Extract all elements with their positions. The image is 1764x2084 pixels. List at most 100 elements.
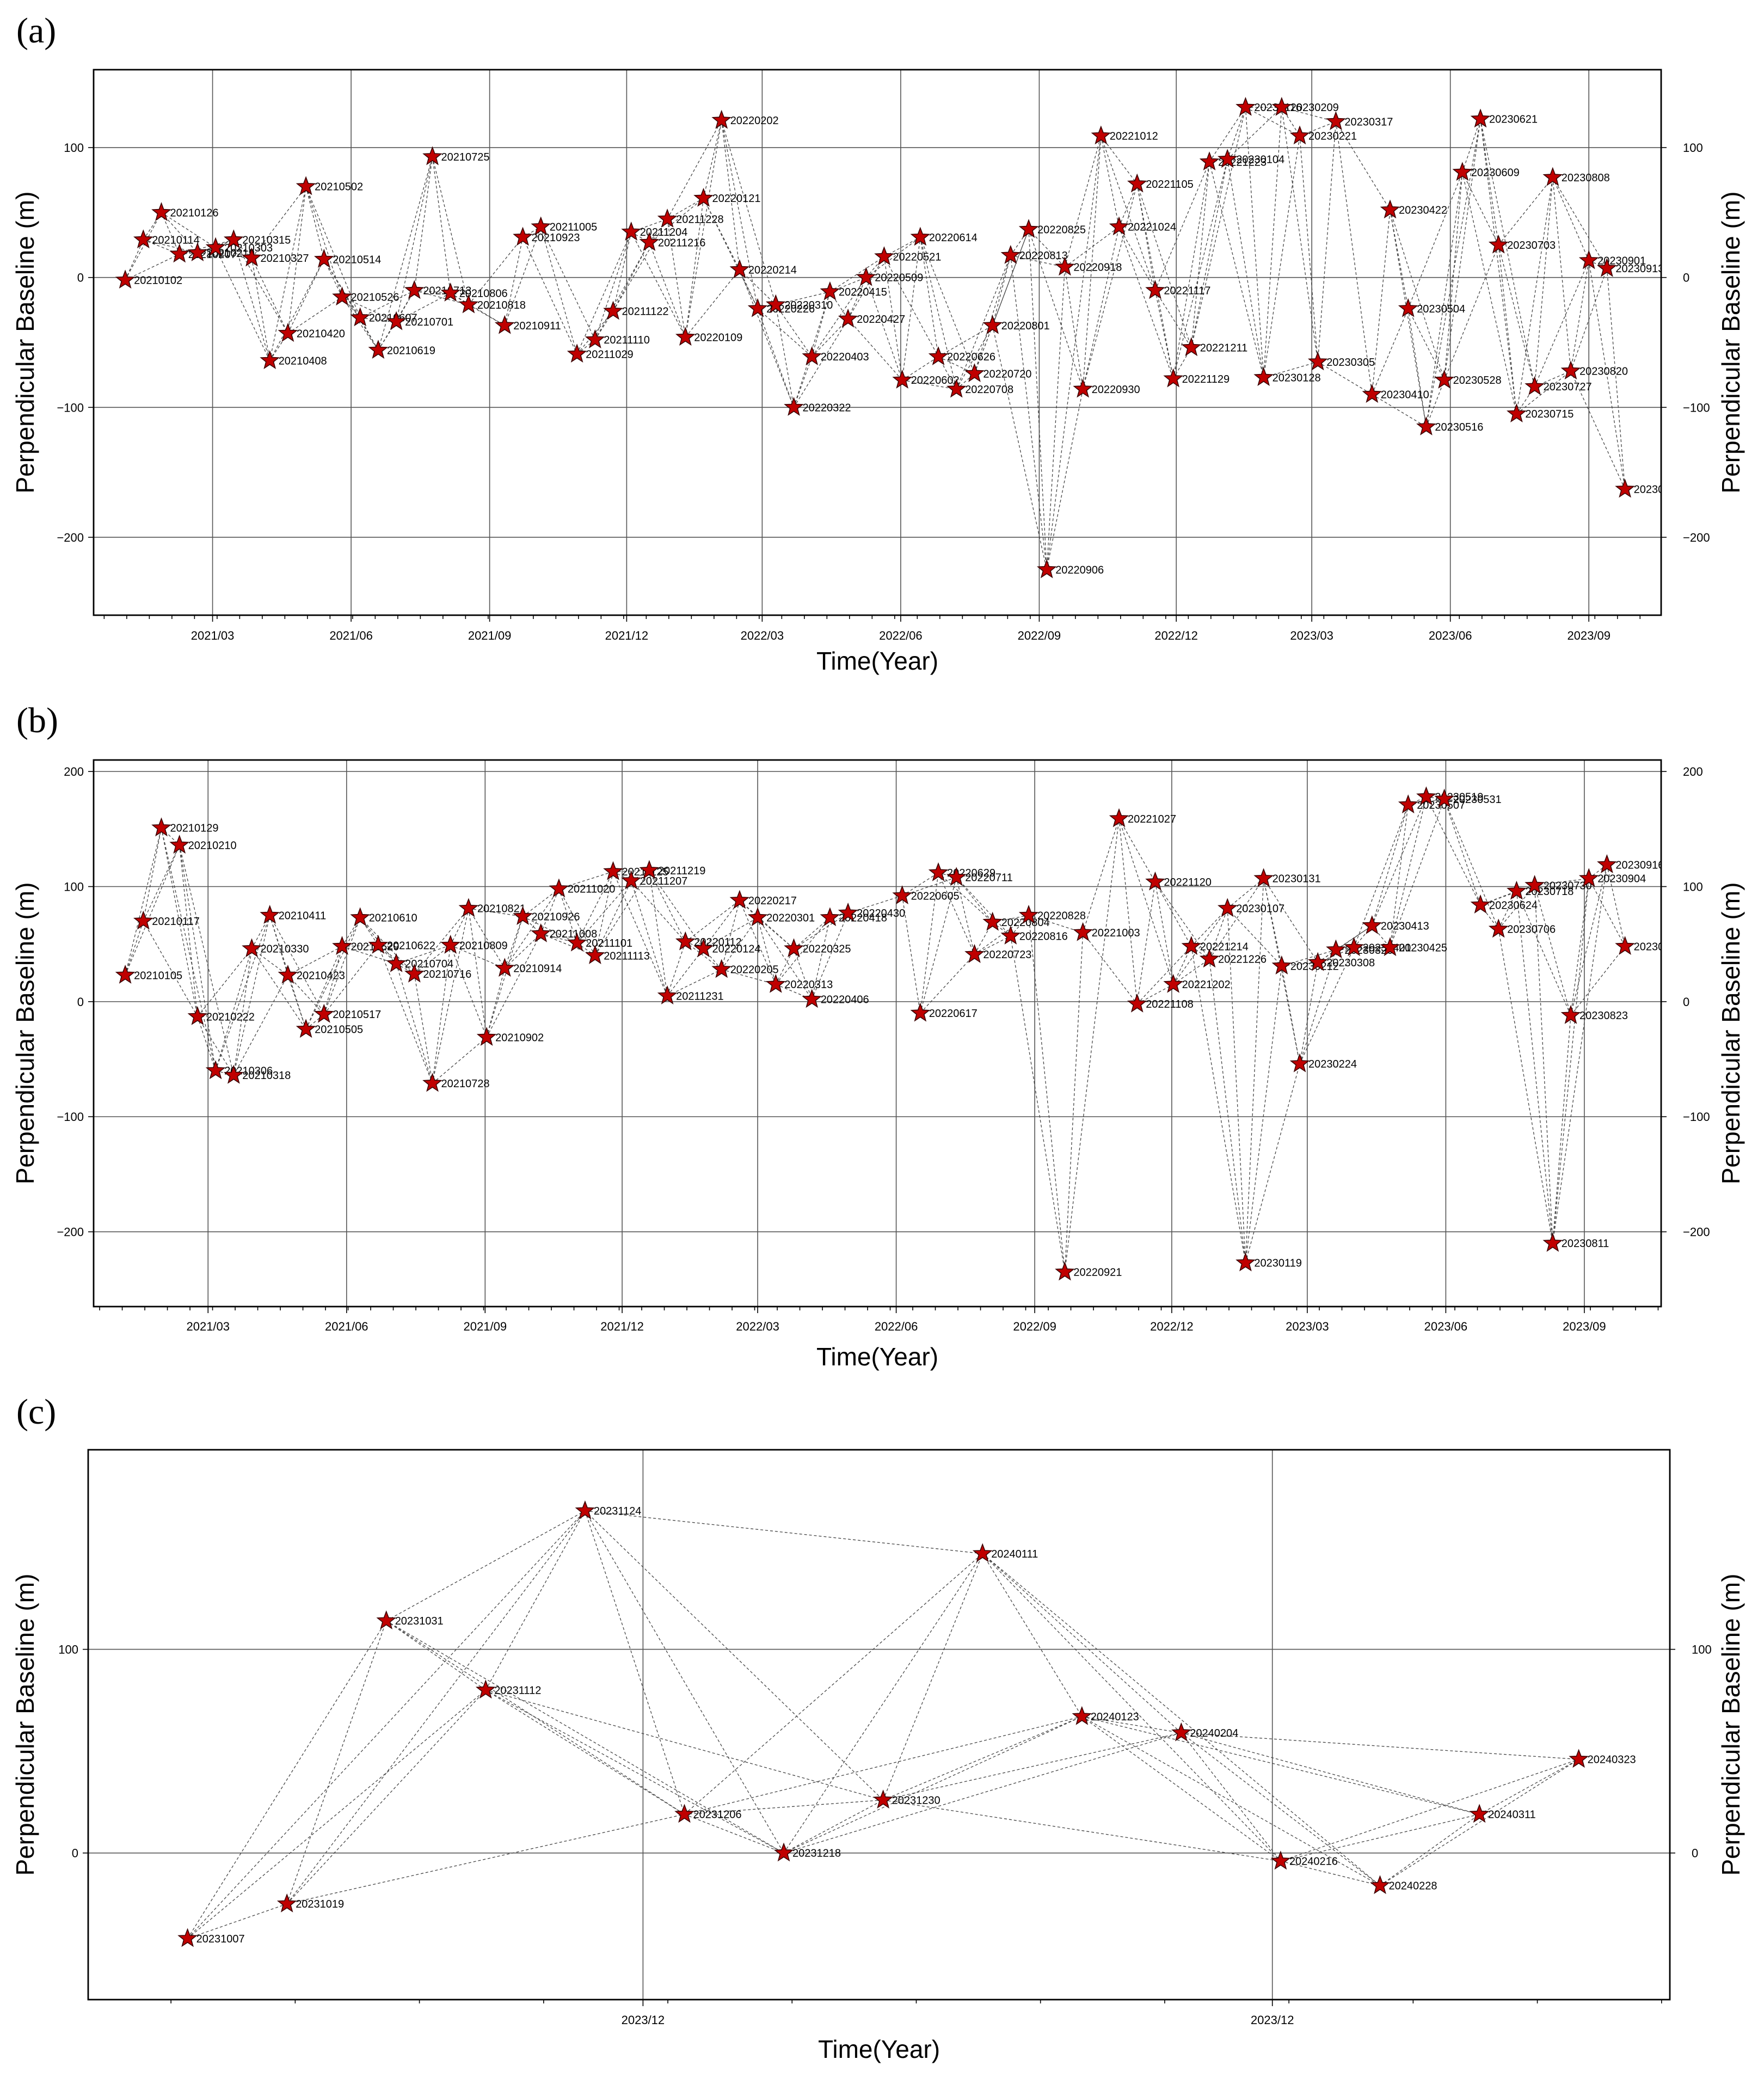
- pair-edge: [775, 304, 813, 357]
- y-tick-label-right: −200: [1683, 1225, 1710, 1239]
- x-tick-label: 2023/06: [1429, 629, 1472, 642]
- pair-edge: [1280, 1860, 1380, 1886]
- pair-edge: [143, 921, 198, 1017]
- pair-edge: [1082, 183, 1138, 390]
- acquisition-star: [674, 1804, 694, 1823]
- acquisition-star: [1488, 234, 1509, 254]
- pair-edge: [179, 845, 216, 1071]
- pair-edge: [703, 198, 758, 309]
- y-tick-label-left: −100: [57, 1110, 84, 1124]
- acquisition-date-label: 20221003: [1092, 927, 1140, 939]
- acquisition-star: [1253, 868, 1274, 887]
- pair-edge: [1317, 361, 1373, 395]
- acquisition-date-label: 20211219: [658, 865, 706, 877]
- acquisition-date-label: 20221105: [1146, 179, 1194, 191]
- pair-edge: [920, 873, 939, 1014]
- acquisition-date-label: 20220124: [712, 943, 761, 955]
- pair-edge: [1082, 226, 1120, 390]
- pair-edge: [1570, 878, 1589, 1016]
- pair-edge: [305, 946, 343, 1029]
- pair-edge: [1443, 799, 1481, 905]
- y-tick-label-left: −200: [57, 531, 84, 544]
- acquisition-date-label: 20211228: [676, 213, 724, 225]
- pair-edge: [612, 219, 668, 312]
- pair-edge: [485, 1689, 883, 1801]
- pair-edge: [631, 231, 686, 338]
- pair-edge: [956, 877, 1011, 936]
- acquisition-date-label: 20240216: [1289, 1856, 1338, 1868]
- acquisition-date-label: 20210926: [532, 911, 580, 923]
- acquisition-star: [1434, 369, 1454, 389]
- pair-edge: [1552, 865, 1608, 1243]
- acquisition-star: [1109, 216, 1129, 236]
- pair-edge: [1010, 255, 1047, 570]
- pair-edge: [812, 917, 831, 1000]
- acquisition-date-label: 20210818: [477, 299, 526, 311]
- pair-edge: [1064, 267, 1084, 389]
- pair-edge: [1281, 966, 1300, 1064]
- acquisition-star: [784, 397, 804, 416]
- acquisition-date-label: 20211008: [550, 928, 597, 940]
- acquisition-star: [802, 989, 822, 1008]
- pair-edge: [432, 1037, 487, 1084]
- pair-edge: [783, 1732, 1182, 1854]
- pair-edge: [1552, 177, 1571, 371]
- x-tick-label: 2021/03: [191, 629, 235, 642]
- pair-edge: [485, 1689, 685, 1815]
- x-tick-label: 2023/12: [1251, 2013, 1294, 2027]
- pair-edge: [287, 186, 306, 334]
- acquisition-star: [260, 905, 280, 924]
- pair-edge: [1172, 159, 1228, 379]
- acquisition-date-label: 20230913: [1615, 263, 1664, 275]
- acquisition-date-label: 20221117: [1164, 285, 1210, 297]
- acquisition-star: [133, 229, 153, 249]
- acquisition-star: [404, 280, 425, 299]
- y-tick-label-right: −200: [1683, 531, 1710, 544]
- acquisition-date-label: 20221027: [1128, 813, 1176, 825]
- pair-edge: [775, 948, 795, 985]
- acquisition-star: [531, 923, 551, 942]
- acquisition-star: [765, 973, 786, 993]
- acquisition-star: [1398, 794, 1418, 814]
- acquisition-date-label: 20230107: [1236, 903, 1284, 915]
- acquisition-star: [657, 985, 678, 1004]
- acquisition-star: [1236, 1252, 1256, 1272]
- pair-edge: [450, 945, 487, 1038]
- acquisition-star: [531, 216, 551, 236]
- pair-edge: [1516, 177, 1553, 414]
- acquisition-star: [1072, 1706, 1092, 1725]
- acquisition-star: [711, 959, 732, 978]
- pair-edge: [341, 297, 379, 351]
- acquisition-date-label: 20231007: [196, 1933, 245, 1945]
- acquisition-star: [260, 350, 280, 370]
- acquisition-date-label: 20220415: [839, 286, 887, 298]
- pair-edge: [992, 255, 1011, 326]
- acquisition-star: [1000, 925, 1021, 945]
- pair-edge: [378, 945, 433, 1084]
- pair-edge: [468, 304, 505, 326]
- acquisition-date-label: 20220626: [947, 351, 995, 363]
- pair-edge: [1227, 908, 1282, 966]
- acquisition-date-label: 20230528: [1453, 375, 1502, 387]
- x-tick-label: 2022/09: [1013, 1320, 1056, 1333]
- pair-edge: [187, 1689, 486, 1939]
- acquisition-star: [350, 907, 371, 927]
- acquisition-date-label: 20230609: [1471, 167, 1520, 179]
- pair-edge: [1154, 290, 1174, 379]
- pair-edge: [1372, 210, 1391, 395]
- pair-edge: [920, 237, 957, 390]
- acquisition-star: [1271, 955, 1292, 974]
- pair-edge: [269, 186, 306, 361]
- pair-edge: [667, 198, 704, 219]
- acquisition-star: [458, 294, 479, 314]
- acquisition-date-label: 20210725: [441, 151, 490, 163]
- panel-label: (c): [16, 1392, 56, 1432]
- pair-edge: [982, 1553, 1281, 1862]
- plot-frame: [87, 1449, 1671, 2001]
- acquisition-date-label: 20220322: [803, 402, 851, 414]
- pair-edge: [1280, 1813, 1480, 1862]
- pair-connections: [187, 1510, 1579, 1939]
- pair-edge: [1372, 308, 1409, 395]
- pair-edge: [251, 948, 288, 976]
- pair-edge: [1118, 183, 1138, 227]
